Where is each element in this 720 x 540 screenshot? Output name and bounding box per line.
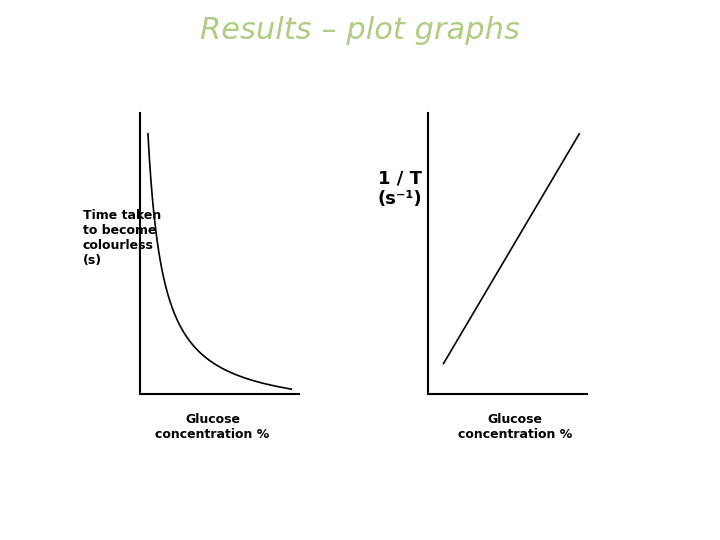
Text: Time taken
to become
colourless
(s): Time taken to become colourless (s) [83,208,161,267]
Text: Glucose
concentration %: Glucose concentration % [156,413,269,441]
Text: Results – plot graphs: Results – plot graphs [200,16,520,45]
Text: Glucose
concentration %: Glucose concentration % [458,413,572,441]
Text: 1 / T
(s⁻¹): 1 / T (s⁻¹) [377,170,422,208]
